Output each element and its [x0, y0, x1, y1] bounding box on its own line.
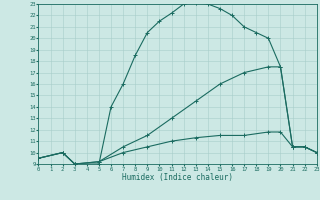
X-axis label: Humidex (Indice chaleur): Humidex (Indice chaleur) [122, 173, 233, 182]
